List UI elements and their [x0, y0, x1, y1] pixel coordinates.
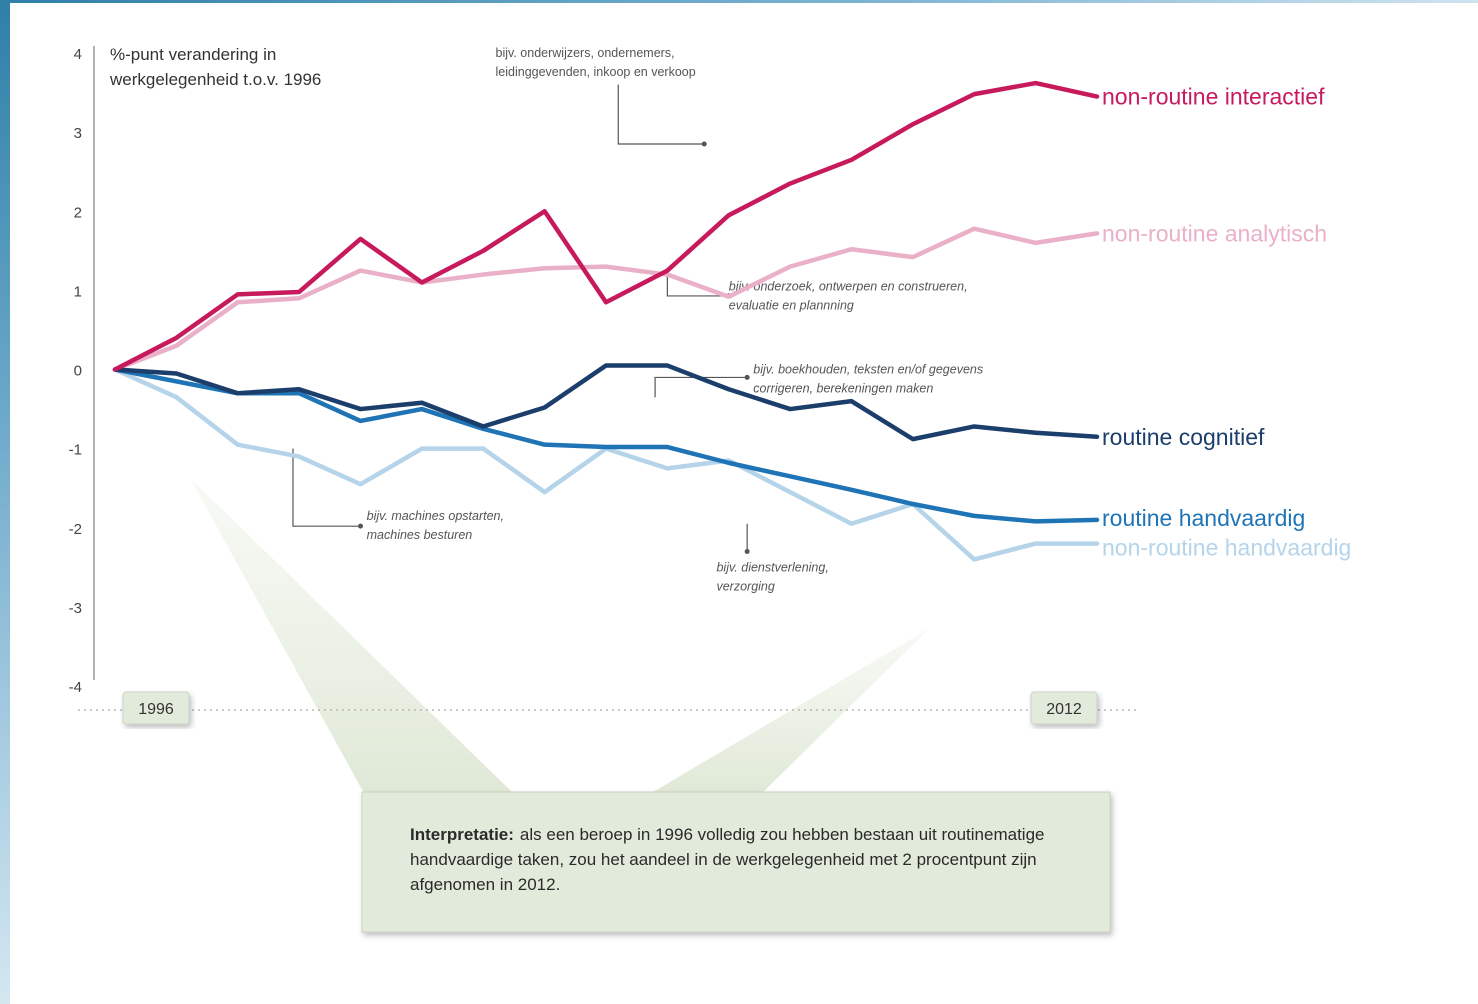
x-tick-label: 2012 — [1046, 701, 1082, 718]
interpretation-heading: Interpretatie: — [410, 825, 514, 844]
callout-box — [361, 791, 1111, 933]
annotation-leader-line — [617, 84, 705, 145]
series-line-non-routine-interactief — [112, 80, 1100, 372]
annotation-leader-line — [292, 448, 361, 527]
annotation-text: evaluatie en plannning — [729, 298, 854, 312]
top-border — [0, 0, 1478, 3]
y-tick-label: -4 — [69, 679, 82, 696]
y-tick-label: 1 — [74, 283, 82, 300]
annotation-text: corrigeren, berekeningen maken — [753, 381, 933, 395]
x-tick-box — [122, 691, 190, 725]
x-tick-box — [1030, 691, 1098, 725]
annotation-leader-dot — [358, 523, 363, 529]
annotation-leader-line — [654, 376, 748, 398]
left-border — [0, 0, 10, 1004]
y-tick-label: 2 — [74, 204, 82, 221]
annotation-leader-dot — [701, 141, 707, 147]
y-tick-label: 0 — [74, 363, 82, 380]
annotation-text: verzorging — [716, 579, 774, 593]
series-label-non-routine-analytisch: non-routine analytisch — [1102, 220, 1327, 246]
y-tick-label: 3 — [74, 125, 82, 142]
series-line-non-routine-analytisch — [112, 226, 1100, 372]
annotation-text: leidinggevenden, inkoop en verkoop — [496, 65, 696, 79]
series-label-routine-handvaardig: routine handvaardig — [1102, 505, 1305, 531]
annotation-text: bijv. onderwijzers, ondernemers, — [496, 46, 675, 60]
y-tick-label: -1 — [69, 442, 82, 459]
series-label-non-routine-interactief: non-routine interactief — [1102, 84, 1325, 110]
y-tick-label: 4 — [74, 46, 82, 63]
chart-title-line: %-punt verandering in — [110, 45, 276, 64]
interpretation-text: Interpretatie: als een beroep in 1996 vol… — [410, 822, 1090, 897]
annotation-leader-line — [666, 270, 729, 297]
annotation-text: bijv. boekhouden, teksten en/of gegevens — [753, 362, 983, 376]
interpretation-body: als een beroep in 1996 volledig zou hebb… — [410, 825, 1045, 894]
series-line-routine-handvaardig — [112, 367, 1100, 524]
x-tick-label: 1996 — [138, 701, 174, 718]
chart-title-line: werkgelegenheid t.o.v. 1996 — [109, 70, 321, 89]
y-tick-label: -3 — [69, 600, 82, 617]
annotation-leader-dot — [744, 548, 750, 554]
series-line-routine-cognitief — [112, 363, 1100, 442]
annotation-text: machines besturen — [367, 528, 473, 542]
annotation-text: bijv. dienstverlening, — [716, 560, 828, 574]
callout-wedge-left — [190, 478, 515, 795]
annotation-text: bijv. onderzoek, ontwerpen en construere… — [729, 279, 968, 293]
annotation-leader-dot — [744, 374, 750, 380]
series-label-routine-cognitief: routine cognitief — [1102, 424, 1265, 450]
series-line-non-routine-handvaardig — [112, 367, 1100, 562]
annotation-text: bijv. machines opstarten, — [367, 509, 504, 523]
y-tick-label: -2 — [69, 521, 82, 538]
callout-wedge-right — [648, 628, 930, 795]
series-label-non-routine-handvaardig: non-routine handvaardig — [1102, 535, 1351, 561]
